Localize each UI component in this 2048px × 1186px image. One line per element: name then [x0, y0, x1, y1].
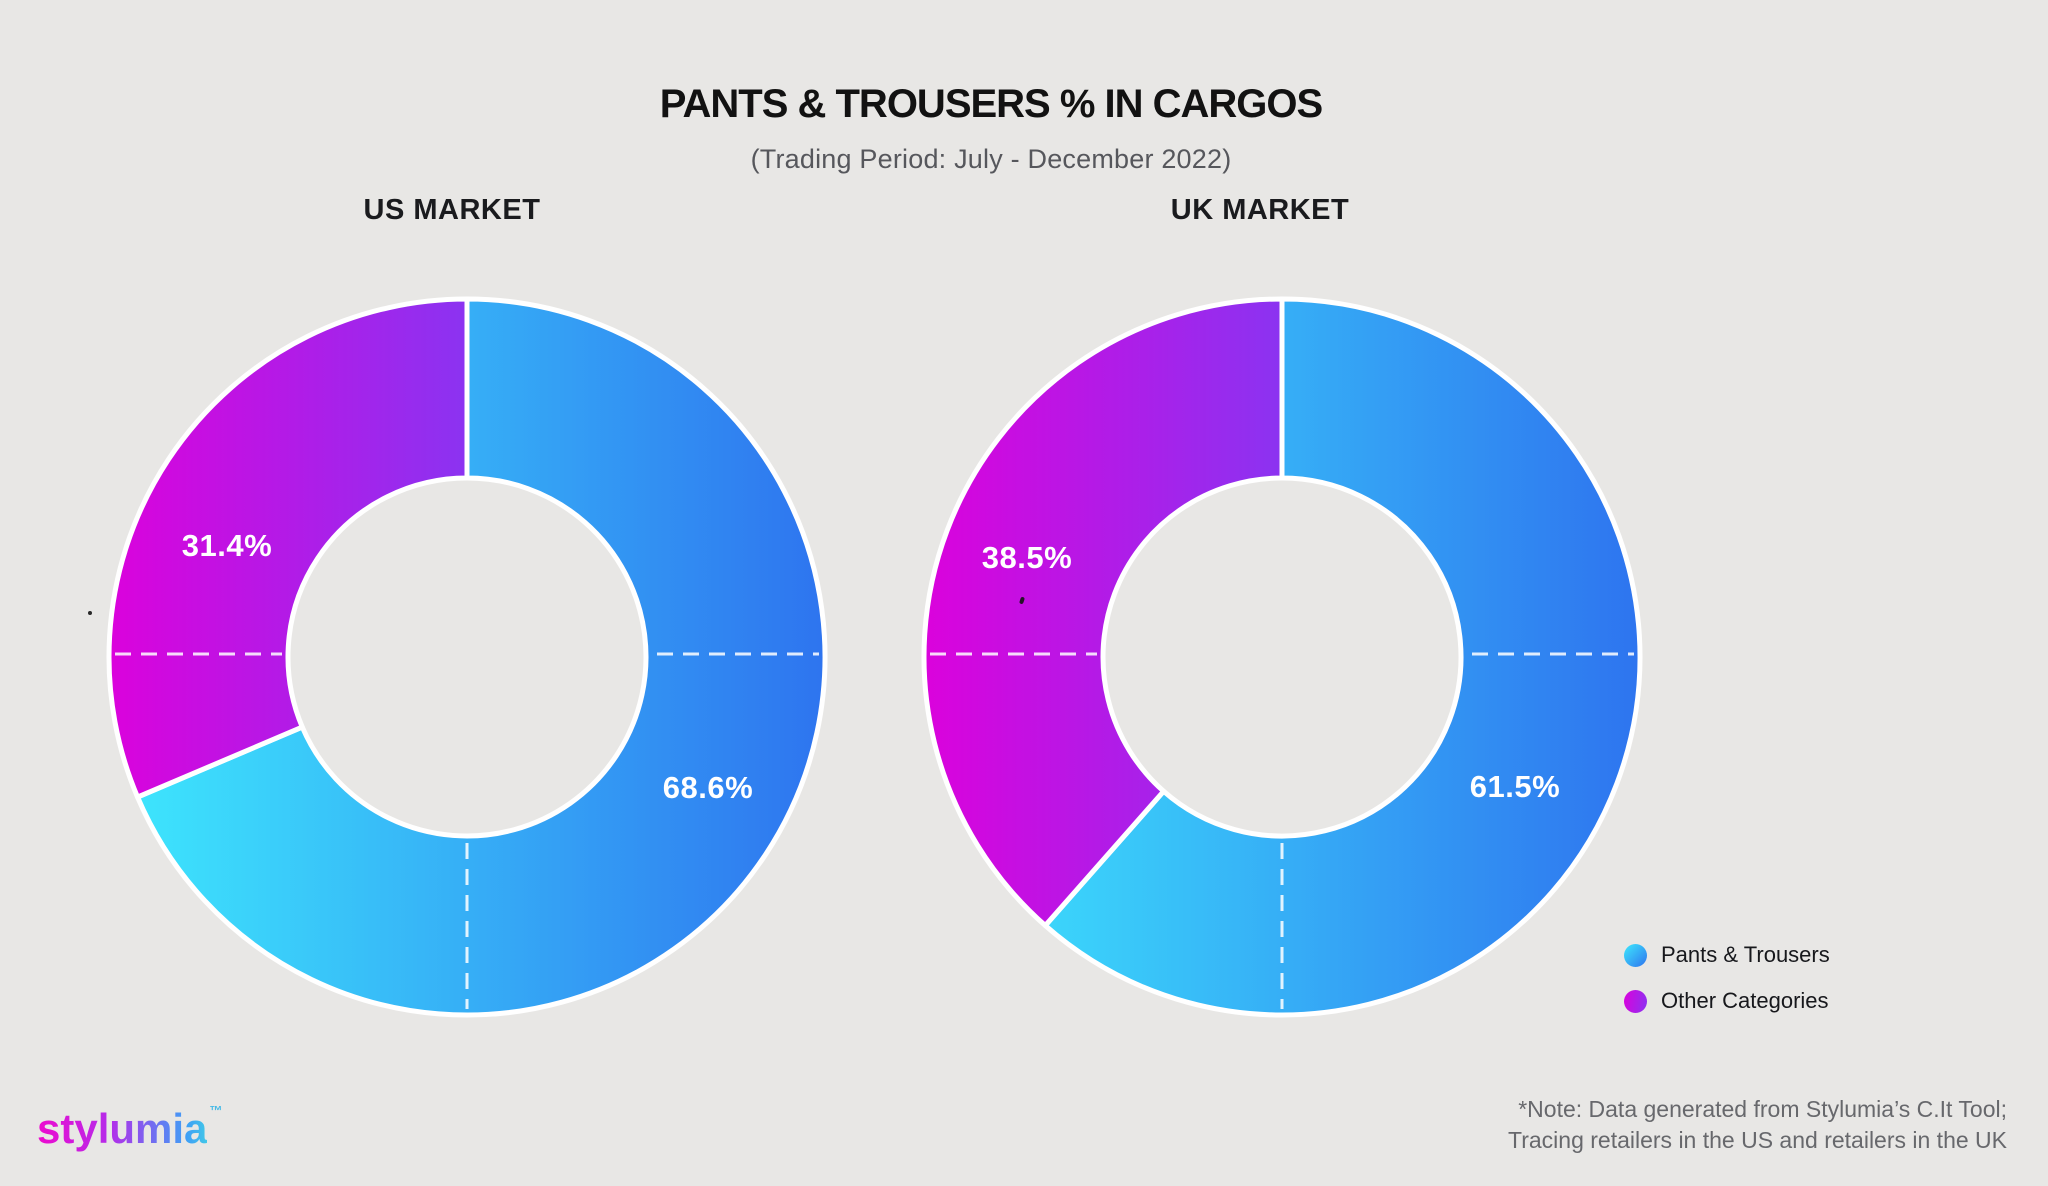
pants-trousers-swatch-icon [1624, 943, 1647, 967]
stylumia-logo: stylumia ™ [37, 1104, 222, 1152]
uk-pants-trousers-value: 61.5% [1469, 769, 1561, 804]
footnote-line1: *Note: Data generated from Stylumia’s C.… [1518, 1096, 2007, 1122]
stylumia-logo-text: stylumia [37, 1105, 208, 1152]
footnote-line2: Tracing retailers in the US and retailer… [1508, 1127, 2007, 1153]
ink-speck [88, 611, 92, 615]
us-pants-trousers-value: 68.6% [662, 770, 754, 805]
uk-other-categories-value: 38.5% [981, 540, 1073, 575]
slice-pants-trousers [1042, 296, 1643, 1018]
other-categories-swatch-icon [1624, 989, 1647, 1013]
header: PANTS & TROUSERS % IN CARGOS (Trading Pe… [0, 0, 1982, 175]
page-subtitle: (Trading Period: July - December 2022) [750, 144, 1232, 174]
trademark-symbol: ™ [209, 1103, 223, 1118]
uk-market-label: UK MARKET [1170, 194, 1350, 226]
legend-item-other-categories: Other Categories [1624, 988, 1830, 1013]
slice-pants-trousers [135, 296, 828, 1018]
footnote: *Note: Data generated from Stylumia’s C.… [1508, 1094, 2007, 1156]
legend-item-pants-trousers: Pants & Trousers [1624, 942, 1830, 967]
page-title: PANTS & TROUSERS % IN CARGOS [659, 82, 1323, 126]
us-donut-chart [87, 277, 847, 1037]
slice-other-categories [921, 296, 1285, 929]
uk-donut-chart-svg [921, 296, 1643, 1018]
slice-other-categories [106, 296, 470, 800]
uk-donut-chart [902, 277, 1662, 1037]
us-donut-chart-svg [106, 296, 828, 1018]
legend: Pants & Trousers Other Categories [1624, 942, 1830, 1035]
legend-label: Other Categories [1661, 988, 1829, 1013]
us-other-categories-value: 31.4% [181, 528, 273, 563]
legend-label: Pants & Trousers [1661, 942, 1830, 967]
us-market-label: US MARKET [363, 194, 541, 226]
